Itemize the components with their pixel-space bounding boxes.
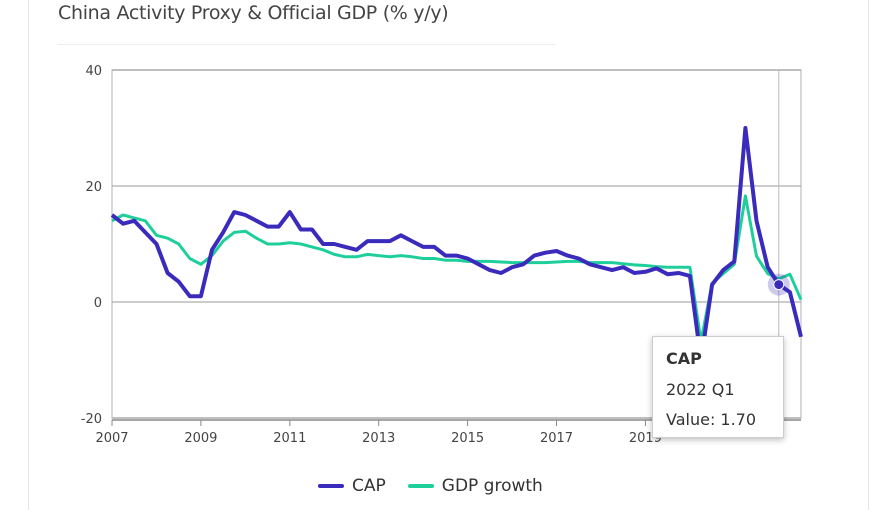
y-tick-label: 0 bbox=[94, 296, 102, 311]
tooltip-value: Value: 1.70 bbox=[666, 410, 757, 429]
title-divider bbox=[58, 44, 556, 45]
tooltip-period: 2022 Q1 bbox=[666, 380, 735, 399]
series-line-gdp-growth bbox=[111, 194, 803, 343]
legend-label-gdp: GDP growth bbox=[441, 476, 543, 496]
y-tick-label: -20 bbox=[81, 412, 102, 427]
x-tick-label: 2017 bbox=[540, 431, 573, 446]
legend: CAP GDP growth bbox=[318, 476, 543, 496]
x-tick-label: 2015 bbox=[451, 431, 484, 446]
chart-title: China Activity Proxy & Official GDP (% y… bbox=[58, 2, 449, 24]
y-tick-label: 40 bbox=[85, 64, 102, 79]
x-tick-label: 2011 bbox=[273, 431, 306, 446]
legend-label-cap: CAP bbox=[352, 476, 386, 496]
series-line-cap bbox=[110, 126, 803, 362]
legend-swatch-cap bbox=[318, 484, 344, 488]
tooltip-series: CAP bbox=[666, 349, 702, 368]
y-tick-label: 20 bbox=[85, 180, 102, 195]
tooltip: CAP 2022 Q1 Value: 1.70 bbox=[652, 336, 784, 438]
legend-item-gdp[interactable]: GDP growth bbox=[407, 476, 543, 496]
hover-point bbox=[773, 279, 785, 291]
x-tick-label: 2007 bbox=[95, 431, 128, 446]
x-tick-label: 2013 bbox=[362, 431, 395, 446]
legend-swatch-gdp bbox=[407, 484, 434, 488]
legend-item-cap[interactable]: CAP bbox=[318, 476, 386, 496]
x-tick-label: 2009 bbox=[184, 431, 217, 446]
chart-card bbox=[28, 0, 869, 510]
